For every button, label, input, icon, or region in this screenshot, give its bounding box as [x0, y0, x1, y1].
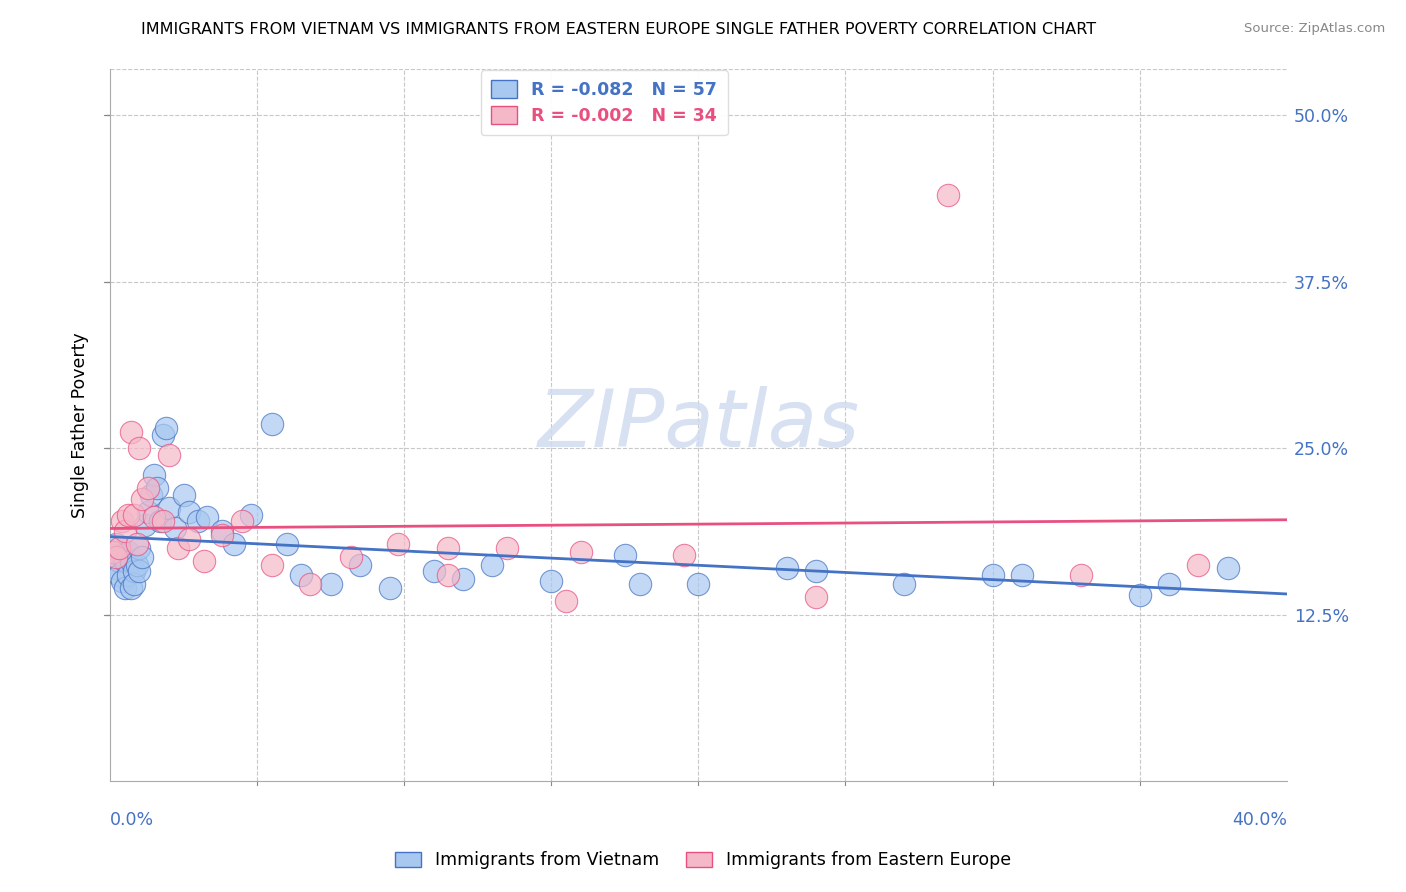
- Point: [122, 564, 145, 578]
- Point: [128, 441, 150, 455]
- Text: 0.0%: 0.0%: [110, 811, 155, 829]
- Legend: R = -0.082   N = 57, R = -0.002   N = 34: R = -0.082 N = 57, R = -0.002 N = 34: [481, 70, 727, 136]
- Point: [108, 554, 131, 568]
- Point: [688, 577, 710, 591]
- Point: [378, 581, 401, 595]
- Point: [804, 591, 827, 605]
- Point: [628, 577, 651, 591]
- Point: [111, 574, 134, 589]
- Legend: Immigrants from Vietnam, Immigrants from Eastern Europe: Immigrants from Vietnam, Immigrants from…: [388, 845, 1018, 876]
- Point: [125, 558, 148, 573]
- Point: [111, 548, 134, 562]
- Point: [101, 548, 124, 562]
- Point: [451, 572, 474, 586]
- Point: [157, 448, 180, 462]
- Point: [555, 594, 578, 608]
- Point: [1157, 577, 1180, 591]
- Point: [276, 537, 298, 551]
- Point: [1216, 561, 1239, 575]
- Point: [117, 545, 139, 559]
- Point: [187, 514, 209, 528]
- Point: [120, 554, 142, 568]
- Point: [152, 514, 174, 528]
- Point: [101, 545, 124, 559]
- Point: [804, 564, 827, 578]
- Point: [319, 577, 342, 591]
- Point: [146, 481, 169, 495]
- Point: [166, 541, 188, 555]
- Point: [104, 561, 127, 575]
- Text: Source: ZipAtlas.com: Source: ZipAtlas.com: [1244, 22, 1385, 36]
- Point: [155, 421, 177, 435]
- Point: [1187, 558, 1209, 573]
- Point: [672, 548, 695, 562]
- Point: [437, 541, 460, 555]
- Point: [108, 567, 131, 582]
- Point: [349, 558, 371, 573]
- Point: [1129, 588, 1152, 602]
- Point: [141, 488, 163, 502]
- Point: [114, 554, 136, 568]
- Point: [122, 577, 145, 591]
- Point: [340, 550, 363, 565]
- Point: [114, 524, 136, 538]
- Text: IMMIGRANTS FROM VIETNAM VS IMMIGRANTS FROM EASTERN EUROPE SINGLE FATHER POVERTY : IMMIGRANTS FROM VIETNAM VS IMMIGRANTS FR…: [141, 22, 1097, 37]
- Point: [211, 524, 233, 538]
- Text: 40.0%: 40.0%: [1232, 811, 1286, 829]
- Point: [222, 537, 245, 551]
- Point: [179, 532, 201, 546]
- Point: [143, 467, 166, 482]
- Point: [120, 425, 142, 439]
- Point: [195, 510, 218, 524]
- Point: [136, 481, 159, 495]
- Y-axis label: Single Father Poverty: Single Father Poverty: [72, 332, 89, 517]
- Point: [1011, 567, 1033, 582]
- Point: [387, 537, 409, 551]
- Point: [613, 548, 636, 562]
- Point: [290, 567, 312, 582]
- Point: [540, 574, 562, 589]
- Point: [117, 567, 139, 582]
- Point: [104, 537, 127, 551]
- Point: [136, 505, 159, 519]
- Point: [108, 541, 131, 555]
- Point: [193, 554, 215, 568]
- Point: [211, 527, 233, 541]
- Point: [231, 514, 253, 528]
- Text: ZIPatlas: ZIPatlas: [537, 386, 859, 464]
- Point: [981, 567, 1004, 582]
- Point: [569, 545, 592, 559]
- Point: [131, 550, 153, 565]
- Point: [496, 541, 519, 555]
- Point: [179, 505, 201, 519]
- Point: [114, 581, 136, 595]
- Point: [481, 558, 503, 573]
- Point: [104, 550, 127, 565]
- Point: [131, 491, 153, 506]
- Point: [260, 558, 283, 573]
- Point: [437, 567, 460, 582]
- Point: [111, 514, 134, 528]
- Point: [134, 518, 156, 533]
- Point: [240, 508, 263, 522]
- Point: [143, 510, 166, 524]
- Point: [152, 427, 174, 442]
- Point: [260, 417, 283, 431]
- Point: [173, 488, 195, 502]
- Point: [422, 564, 444, 578]
- Point: [299, 577, 322, 591]
- Point: [125, 537, 148, 551]
- Point: [893, 577, 915, 591]
- Point: [120, 581, 142, 595]
- Point: [157, 501, 180, 516]
- Point: [128, 541, 150, 555]
- Point: [128, 564, 150, 578]
- Point: [117, 508, 139, 522]
- Point: [776, 561, 799, 575]
- Point: [1070, 567, 1092, 582]
- Point: [122, 508, 145, 522]
- Point: [163, 521, 186, 535]
- Point: [938, 188, 960, 202]
- Point: [149, 514, 172, 528]
